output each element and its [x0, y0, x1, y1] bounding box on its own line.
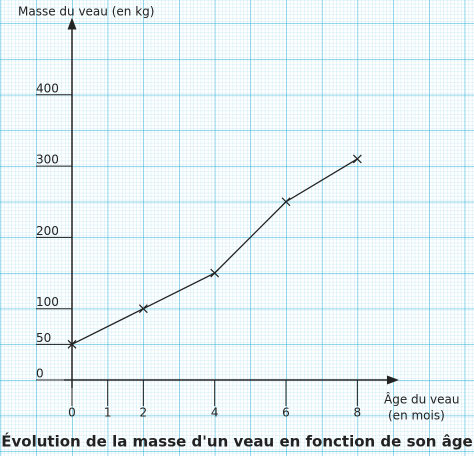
- x-tick-label: 6: [282, 406, 290, 420]
- point-marker: [210, 268, 220, 278]
- x-tick-label: 1: [104, 406, 112, 420]
- x-tick-label: 8: [354, 406, 362, 420]
- y-tick-label: 400: [36, 81, 59, 95]
- x-tick-label: 2: [140, 406, 148, 420]
- x-axis-title: Âge du veau: [384, 392, 460, 407]
- point-marker: [352, 154, 362, 164]
- y-axis-title: Masse du veau (en kg): [18, 5, 154, 19]
- x-axis-unit: (en mois): [388, 409, 445, 423]
- y-tick-label: 300: [36, 153, 59, 167]
- y-tick-label: 0: [36, 367, 44, 381]
- point-marker: [281, 197, 291, 207]
- point-marker: [138, 304, 148, 314]
- y-tick-label: 200: [36, 224, 59, 238]
- x-tick-label: 0: [68, 406, 76, 420]
- chart-title: Évolution de la masse d'un veau en fonct…: [1, 432, 472, 451]
- point-marker: [67, 339, 77, 349]
- y-tick-label: 100: [36, 295, 59, 309]
- x-tick-label: 4: [211, 406, 219, 420]
- y-tick-label: 50: [36, 331, 51, 345]
